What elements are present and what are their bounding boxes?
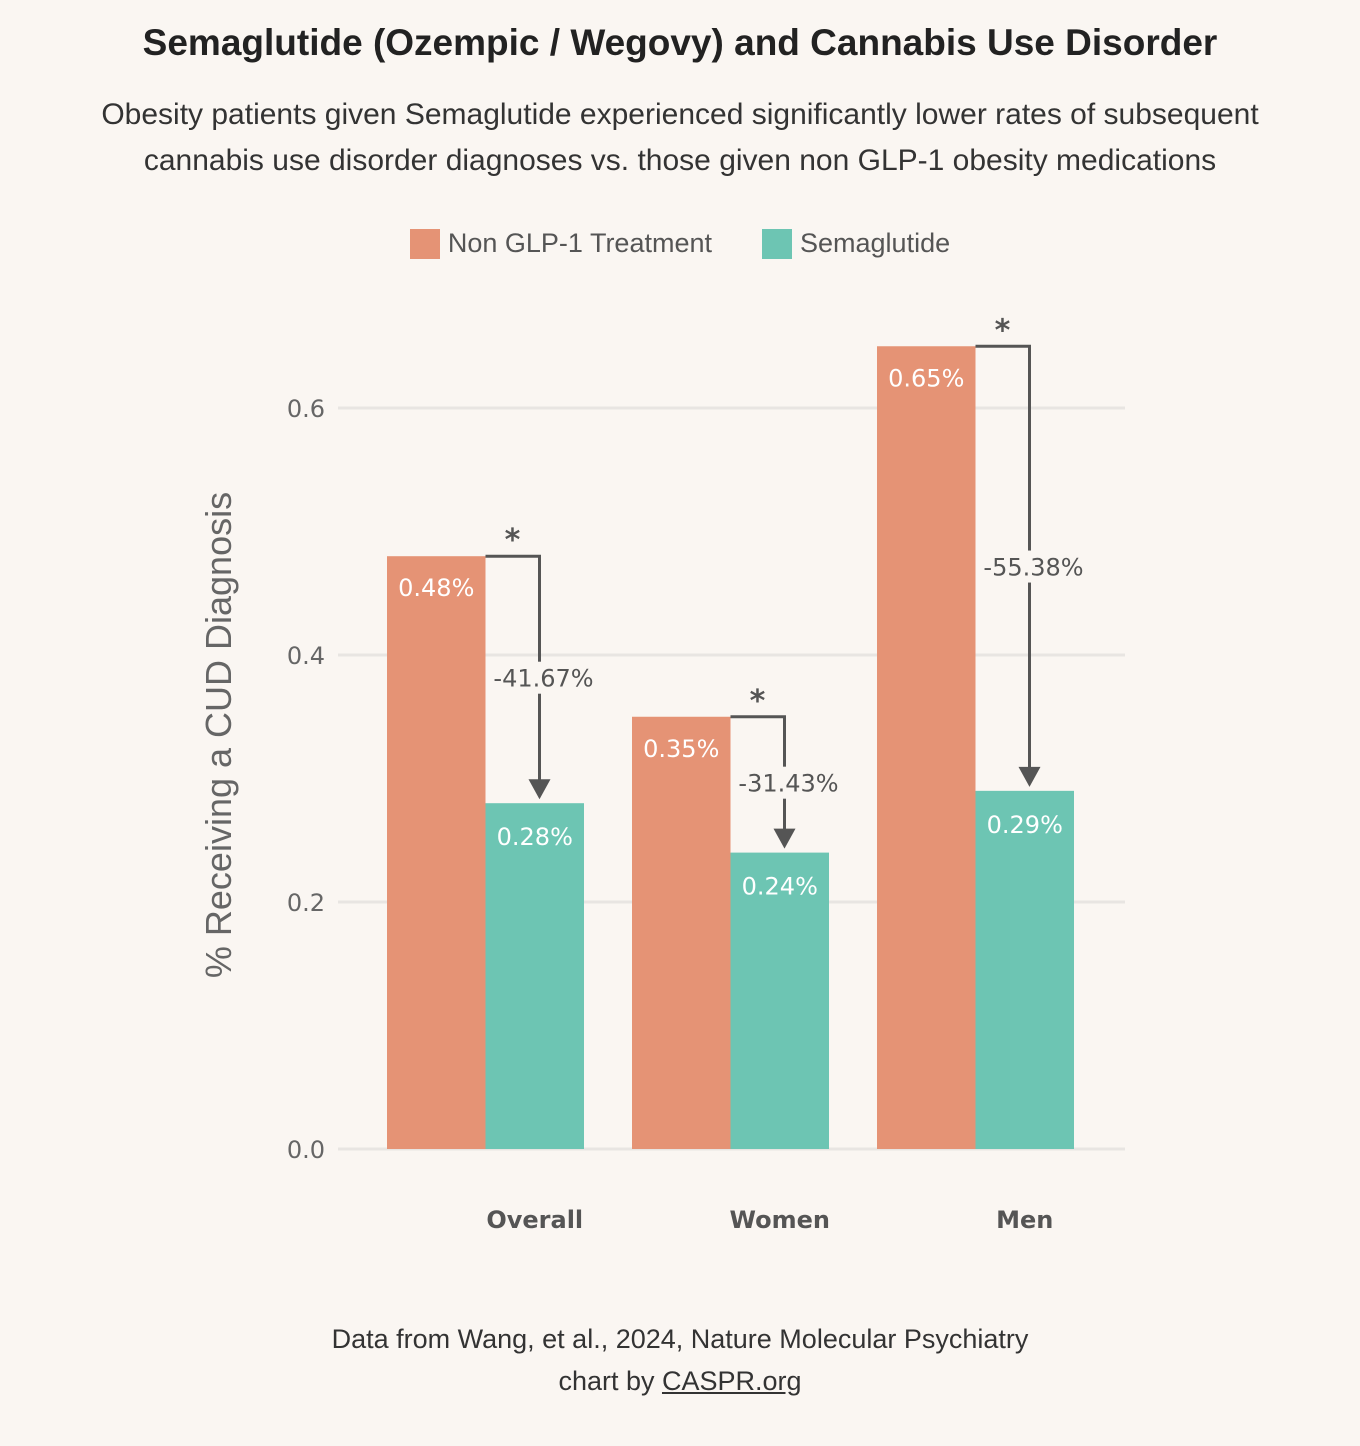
arrow-head-icon bbox=[773, 828, 796, 849]
bar-non-glp1 bbox=[877, 346, 976, 1149]
significance-star: * bbox=[750, 684, 766, 719]
x-tick-label: Women bbox=[730, 1206, 830, 1234]
data-label: 0.65% bbox=[888, 364, 964, 392]
y-tick-label: 0.2 bbox=[287, 889, 325, 917]
change-bracket bbox=[975, 344, 1031, 769]
bar-non-glp1 bbox=[387, 556, 486, 1149]
y-tick-label: 0.4 bbox=[287, 642, 325, 670]
caspr-link[interactable]: CASPR.org bbox=[661, 1366, 802, 1396]
bar-semaglutide bbox=[485, 803, 584, 1149]
y-tick-label: 0.6 bbox=[287, 395, 325, 423]
bar-semaglutide bbox=[975, 790, 1074, 1149]
bar-semaglutide bbox=[730, 852, 829, 1149]
bar-non-glp1 bbox=[632, 716, 731, 1149]
data-label: 0.35% bbox=[643, 735, 719, 763]
y-axis-label: % Receiving a CUD Diagnosis bbox=[198, 492, 239, 978]
data-label: 0.29% bbox=[987, 811, 1063, 839]
change-label: -41.67% bbox=[493, 665, 593, 693]
significance-star: * bbox=[995, 313, 1011, 348]
data-label: 0.24% bbox=[742, 873, 818, 901]
legend: Non GLP-1 Treatment Semaglutide bbox=[0, 228, 1360, 259]
data-label: 0.28% bbox=[497, 823, 573, 851]
legend-item-non-glp1: Non GLP-1 Treatment bbox=[409, 228, 712, 259]
legend-swatch-non-glp1 bbox=[409, 228, 440, 259]
significance-star: * bbox=[505, 523, 521, 558]
chart-title: Semaglutide (Ozempic / Wegovy) and Canna… bbox=[142, 22, 1218, 63]
arrow-head-icon bbox=[1018, 766, 1041, 787]
x-tick-label: Men bbox=[996, 1206, 1053, 1234]
chart-subtitle: Obesity patients given Semaglutide exper… bbox=[0, 92, 1360, 184]
subtitle-line-2: cannabis use disorder diagnoses vs. thos… bbox=[143, 144, 1217, 177]
credit-prefix: chart by bbox=[558, 1366, 662, 1396]
subtitle-line-1: Obesity patients given Semaglutide exper… bbox=[101, 98, 1259, 131]
legend-swatch-semaglutide bbox=[762, 228, 792, 259]
change-label: -55.38% bbox=[983, 554, 1083, 582]
source-note: Data from Wang, et al., 2024, Nature Mol… bbox=[331, 1324, 1029, 1354]
arrow-head-icon bbox=[528, 779, 551, 800]
footer: Data from Wang, et al., 2024, Nature Mol… bbox=[0, 1318, 1360, 1402]
bar-chart: 0.0 0.2 0.4 0.6 % Receiving a CUD Diagnosis 0… bbox=[198, 313, 1125, 1234]
change-label-bg bbox=[489, 661, 590, 694]
change-label: -31.43% bbox=[738, 770, 838, 798]
data-label: 0.48% bbox=[398, 574, 474, 602]
change-label-bg bbox=[734, 766, 835, 799]
legend-label-semaglutide: Semaglutide bbox=[800, 228, 951, 258]
change-bracket bbox=[485, 554, 541, 782]
credit-line: chart by CASPR.org bbox=[0, 1360, 1360, 1402]
legend-item-semaglutide: Semaglutide bbox=[762, 228, 950, 259]
change-label-bg bbox=[979, 550, 1080, 583]
legend-label-non-glp1: Non GLP-1 Treatment bbox=[447, 228, 712, 258]
y-tick-label: 0.0 bbox=[287, 1136, 325, 1164]
x-tick-label: Overall bbox=[486, 1206, 583, 1234]
